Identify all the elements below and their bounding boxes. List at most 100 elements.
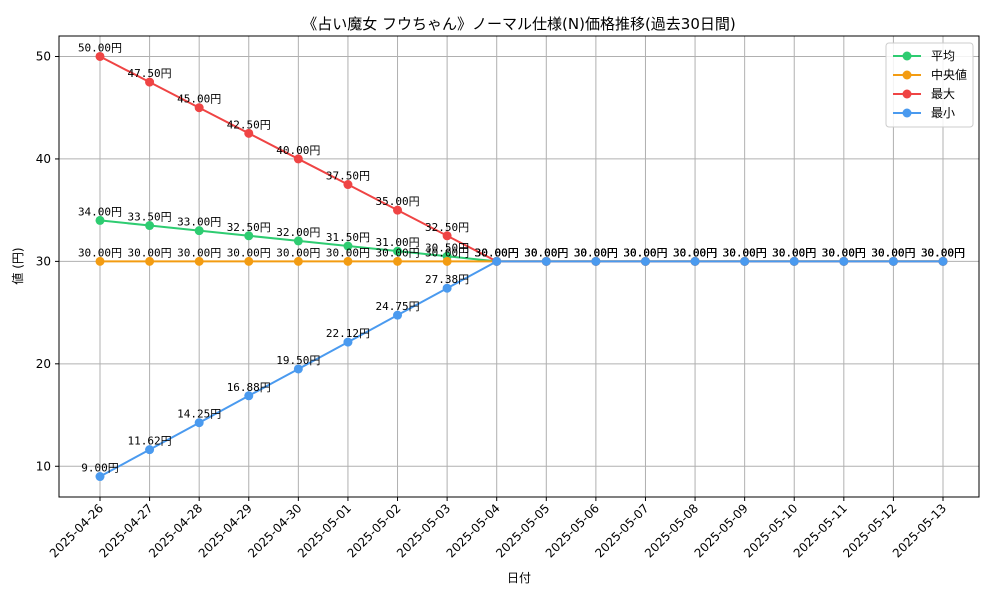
data-point [393, 256, 403, 266]
data-point [145, 221, 155, 231]
data-point [343, 180, 353, 190]
data-label: 30.00円 [326, 246, 370, 259]
data-label: 33.00円 [177, 216, 221, 229]
plot-frame [58, 35, 980, 498]
data-point [442, 283, 452, 293]
data-label: 30.00円 [723, 246, 767, 259]
y-tick-label: 50 [36, 49, 51, 63]
data-point [839, 256, 849, 266]
data-point [789, 256, 799, 266]
data-label: 30.00円 [623, 246, 667, 259]
data-point [293, 154, 303, 164]
data-point [145, 445, 155, 455]
data-label: 32.50円 [425, 221, 469, 234]
data-point [442, 256, 452, 266]
data-point [393, 205, 403, 215]
data-point [293, 364, 303, 374]
data-point [95, 472, 105, 482]
data-label: 34.00円 [78, 205, 122, 218]
data-point [343, 256, 353, 266]
data-label: 30.00円 [673, 246, 717, 259]
data-label: 30.00円 [574, 246, 618, 259]
data-label: 30.00円 [524, 246, 568, 259]
data-label: 32.50円 [227, 221, 271, 234]
data-label: 30.00円 [574, 246, 618, 259]
data-point [95, 256, 105, 266]
legend-swatch-marker [902, 108, 912, 118]
data-label: 14.25円 [177, 408, 221, 421]
data-label: 31.50円 [326, 231, 370, 244]
data-label: 30.00円 [723, 246, 767, 259]
data-label: 30.00円 [475, 246, 519, 259]
data-label: 30.00円 [425, 246, 469, 259]
data-point [293, 236, 303, 246]
data-label: 30.00円 [673, 246, 717, 259]
data-label: 30.00円 [772, 246, 816, 259]
data-point [194, 226, 204, 236]
data-point [640, 256, 650, 266]
data-point [442, 231, 452, 241]
data-label: 40.00円 [276, 144, 320, 157]
legend-entry: 最小 [931, 106, 955, 120]
data-label: 30.00円 [871, 246, 915, 259]
data-label: 30.00円 [723, 246, 767, 259]
data-label: 33.50円 [128, 211, 172, 224]
data-label: 42.50円 [227, 118, 271, 131]
data-label: 30.00円 [524, 246, 568, 259]
legend-swatch-marker [902, 89, 912, 99]
data-point [95, 215, 105, 225]
data-point [938, 256, 948, 266]
data-label: 30.00円 [78, 246, 122, 259]
data-label: 30.00円 [623, 246, 667, 259]
data-point [393, 246, 403, 256]
data-label: 30.00円 [623, 246, 667, 259]
data-labels: 34.00円 33.50円 33.00円 32.50円 32.00円 31.50円 31.0… [78, 41, 965, 474]
data-label: 30.00円 [524, 246, 568, 259]
x-axis: 2025-04-262025-04-272025-04-282025-04-29… [47, 497, 949, 560]
data-label: 11.62円 [128, 435, 172, 448]
data-point [244, 391, 254, 401]
data-label: 30.00円 [475, 246, 519, 259]
data-label: 30.00円 [574, 246, 618, 259]
data-label: 22.12円 [326, 327, 370, 340]
data-point [244, 256, 254, 266]
data-label: 30.00円 [822, 246, 866, 259]
data-point [393, 310, 403, 320]
data-label: 37.50円 [326, 170, 370, 183]
data-point [194, 103, 204, 113]
data-label: 30.00円 [772, 246, 816, 259]
y-tick-label: 40 [36, 152, 51, 166]
series-line-3 [99, 260, 943, 478]
data-label: 30.00円 [871, 246, 915, 259]
chart-title: 《占い魔女 フウちゃん》ノーマル仕様(N)価格推移(過去30日間) [302, 15, 736, 33]
data-label: 30.00円 [822, 246, 866, 259]
y-tick-label: 10 [36, 459, 51, 473]
data-point [343, 241, 353, 251]
legend-entry: 平均 [931, 49, 955, 63]
data-label: 35.00円 [375, 195, 419, 208]
data-label: 30.00円 [623, 246, 667, 259]
data-point [888, 256, 898, 266]
data-label: 30.00円 [772, 246, 816, 259]
data-label: 30.00円 [723, 246, 767, 259]
data-label: 30.00円 [276, 246, 320, 259]
y-tick-label: 20 [36, 357, 51, 371]
grid [59, 36, 979, 497]
data-point [145, 77, 155, 87]
series-layer [95, 51, 948, 482]
data-label: 31.00円 [375, 236, 419, 249]
y-axis-label: 値 (円) [10, 247, 25, 284]
data-point [591, 256, 601, 266]
data-label: 30.00円 [871, 246, 915, 259]
data-label: 30.00円 [475, 246, 519, 259]
data-label: 47.50円 [128, 67, 172, 80]
legend-box [885, 42, 974, 128]
legend-entry: 最大 [931, 87, 955, 101]
data-label: 30.00円 [375, 246, 419, 259]
data-label: 50.00円 [78, 41, 122, 54]
data-point [343, 337, 353, 347]
data-label: 30.00円 [871, 246, 915, 259]
data-label: 16.88円 [227, 381, 271, 394]
data-label: 30.00円 [475, 246, 519, 259]
